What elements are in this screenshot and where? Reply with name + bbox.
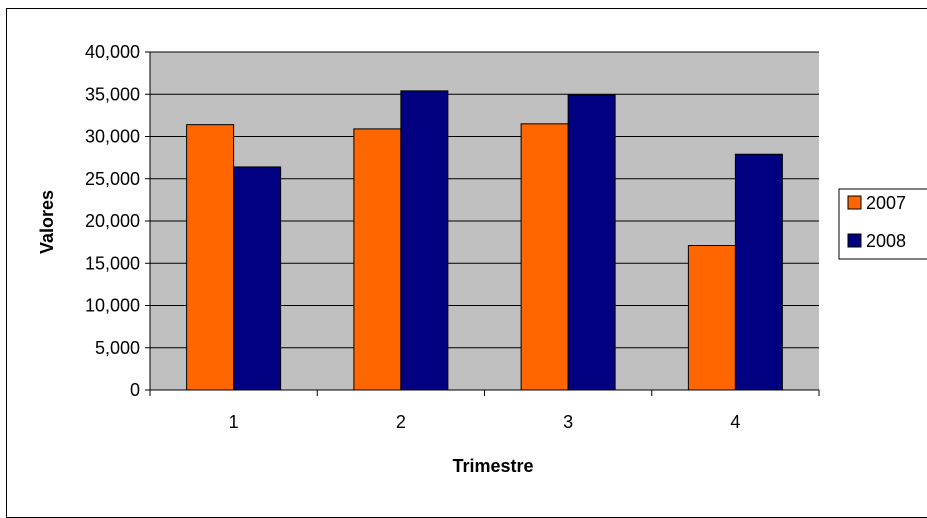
axes xyxy=(145,51,820,396)
y-tick-label: 15,000 xyxy=(85,253,140,273)
x-tick-label: 2 xyxy=(396,412,406,432)
legend-label-2008: 2008 xyxy=(866,231,906,251)
bar-2008-4 xyxy=(734,153,783,391)
bar-2008-3 xyxy=(567,94,616,391)
y-tick-label: 30,000 xyxy=(85,127,140,147)
bar-2007-1 xyxy=(186,124,235,391)
y-tick-label: 20,000 xyxy=(85,211,140,231)
x-tick-labels: 1 2 3 4 xyxy=(229,412,741,432)
bar-2008-2 xyxy=(400,90,449,391)
bar-2007-2 xyxy=(353,128,402,391)
legend: 2007 2008 xyxy=(838,188,927,260)
bar-chart: 0 5,000 10,000 15,000 20,000 25,000 30,000 35,0… xyxy=(37,42,927,476)
x-tick-label: 1 xyxy=(229,412,239,432)
bar-2007-3 xyxy=(520,123,569,391)
y-tick-label: 35,000 xyxy=(85,84,140,104)
y-tick-label: 25,000 xyxy=(85,169,140,189)
y-axis-title: Valores xyxy=(37,190,57,254)
legend-label-2007: 2007 xyxy=(866,193,906,213)
x-axis-title: Trimestre xyxy=(452,456,533,476)
bars xyxy=(186,90,783,391)
bar-2008-1 xyxy=(233,166,282,391)
legend-swatch-2007 xyxy=(847,195,862,210)
legend-swatch-2008 xyxy=(847,233,862,248)
x-tick-label: 4 xyxy=(730,412,740,432)
y-tick-label: 10,000 xyxy=(85,296,140,316)
y-tick-label: 40,000 xyxy=(85,42,140,62)
y-tick-labels: 0 5,000 10,000 15,000 20,000 25,000 30,000 35,0… xyxy=(85,42,140,400)
y-tick-label: 0 xyxy=(130,380,140,400)
x-tick-label: 3 xyxy=(563,412,573,432)
y-tick-label: 5,000 xyxy=(95,338,140,358)
bar-2007-4 xyxy=(687,245,736,391)
